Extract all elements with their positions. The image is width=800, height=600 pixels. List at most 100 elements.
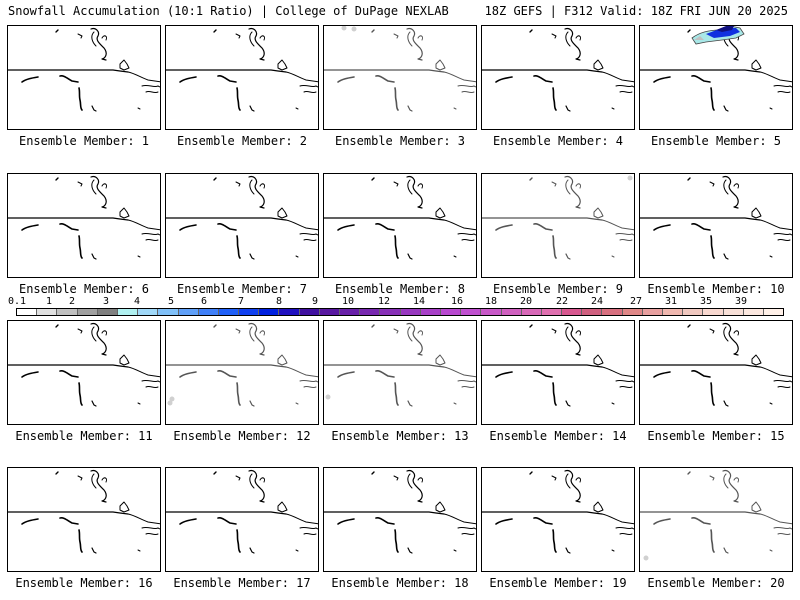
scale-label: 2 bbox=[68, 296, 76, 307]
scale-swatch bbox=[663, 309, 684, 315]
scale-label: 6 bbox=[200, 296, 208, 307]
member-map-12 bbox=[165, 320, 319, 425]
scale-swatch bbox=[340, 309, 361, 315]
member-label-9: Ensemble Member: 9 bbox=[492, 282, 624, 296]
member-map-16 bbox=[7, 467, 161, 572]
member-map-6 bbox=[7, 173, 161, 278]
scale-label: 39 bbox=[734, 296, 748, 307]
scale-label: 8 bbox=[275, 296, 283, 307]
scale-swatch bbox=[461, 309, 482, 315]
member-map-1 bbox=[7, 25, 161, 130]
member-map-18 bbox=[323, 467, 477, 572]
member-label-14: Ensemble Member: 14 bbox=[489, 429, 627, 443]
scale-swatch bbox=[521, 309, 542, 315]
scale-swatch bbox=[239, 309, 260, 315]
scale-swatch bbox=[642, 309, 663, 315]
scale-label: 18 bbox=[484, 296, 498, 307]
scale-label: 4 bbox=[133, 296, 141, 307]
scale-swatch bbox=[420, 309, 441, 315]
member-map-5 bbox=[639, 25, 793, 130]
scale-swatch bbox=[380, 309, 401, 315]
scale-swatch bbox=[259, 309, 280, 315]
member-label-17: Ensemble Member: 17 bbox=[173, 576, 311, 590]
scale-label: 10 bbox=[341, 296, 355, 307]
scale-bar bbox=[16, 308, 784, 316]
member-map-17 bbox=[165, 467, 319, 572]
member-label-6: Ensemble Member: 6 bbox=[18, 282, 150, 296]
member-map-20 bbox=[639, 467, 793, 572]
scale-swatch bbox=[541, 309, 563, 315]
scale-swatch bbox=[501, 309, 522, 315]
header-valid-time: 18Z GEFS | F312 Valid: 18Z FRI JUN 20 20… bbox=[484, 4, 788, 18]
member-map-4 bbox=[481, 25, 635, 130]
snowfall-color-scale: 0.1 1 2 3 4 5 6 7 8 9 10 12 14 16 18 20 22 24 27 31 35 39 bbox=[8, 296, 784, 317]
scale-swatch bbox=[683, 309, 704, 315]
scale-label: 0.1 bbox=[7, 296, 27, 307]
scale-label: 7 bbox=[237, 296, 245, 307]
member-label-16: Ensemble Member: 16 bbox=[15, 576, 153, 590]
member-label-4: Ensemble Member: 4 bbox=[492, 134, 624, 148]
scale-swatch bbox=[723, 309, 744, 315]
scale-swatch bbox=[743, 309, 764, 315]
member-label-3: Ensemble Member: 3 bbox=[334, 134, 466, 148]
scale-label: 1 bbox=[45, 296, 53, 307]
scale-swatch bbox=[97, 309, 118, 315]
scale-label: 35 bbox=[699, 296, 713, 307]
scale-swatch bbox=[17, 309, 38, 315]
scale-label: 16 bbox=[450, 296, 464, 307]
scale-swatch bbox=[622, 309, 643, 315]
scale-swatch bbox=[703, 309, 724, 315]
member-label-13: Ensemble Member: 13 bbox=[331, 429, 469, 443]
scale-swatch bbox=[440, 309, 462, 315]
scale-swatch bbox=[481, 309, 502, 315]
scale-label: 9 bbox=[311, 296, 319, 307]
member-map-11 bbox=[7, 320, 161, 425]
member-map-14 bbox=[481, 320, 635, 425]
scale-label: 12 bbox=[377, 296, 391, 307]
scale-label: 5 bbox=[167, 296, 175, 307]
scale-label: 3 bbox=[102, 296, 110, 307]
member-map-10 bbox=[639, 173, 793, 278]
member-map-3 bbox=[323, 25, 477, 130]
scale-swatch bbox=[218, 309, 240, 315]
member-label-18: Ensemble Member: 18 bbox=[331, 576, 469, 590]
member-label-10: Ensemble Member: 10 bbox=[647, 282, 785, 296]
scale-swatch bbox=[279, 309, 300, 315]
scale-swatch bbox=[602, 309, 623, 315]
member-label-2: Ensemble Member: 2 bbox=[176, 134, 308, 148]
scale-label: 31 bbox=[664, 296, 678, 307]
scale-swatch bbox=[178, 309, 199, 315]
scale-swatch bbox=[763, 309, 784, 315]
member-map-2 bbox=[165, 25, 319, 130]
scale-swatch bbox=[400, 309, 421, 315]
scale-swatch bbox=[57, 309, 78, 315]
scale-swatch bbox=[562, 309, 583, 315]
member-map-8 bbox=[323, 173, 477, 278]
member-label-7: Ensemble Member: 7 bbox=[176, 282, 308, 296]
scale-label: 22 bbox=[555, 296, 569, 307]
member-label-1: Ensemble Member: 1 bbox=[18, 134, 150, 148]
member-map-15 bbox=[639, 320, 793, 425]
scale-swatch bbox=[360, 309, 381, 315]
scale-swatch bbox=[582, 309, 603, 315]
member-label-5: Ensemble Member: 5 bbox=[650, 134, 782, 148]
scale-label: 20 bbox=[519, 296, 533, 307]
scale-swatch bbox=[198, 309, 219, 315]
scale-labels: 0.1 1 2 3 4 5 6 7 8 9 10 12 14 16 18 20 22 24 27 31 35 39 bbox=[8, 296, 784, 307]
scale-swatch bbox=[117, 309, 139, 315]
member-label-19: Ensemble Member: 19 bbox=[489, 576, 627, 590]
scale-swatch bbox=[37, 309, 58, 315]
header-title: Snowfall Accumulation (10:1 Ratio) | Col… bbox=[8, 4, 449, 18]
member-label-12: Ensemble Member: 12 bbox=[173, 429, 311, 443]
scale-swatch bbox=[158, 309, 179, 315]
scale-label: 27 bbox=[629, 296, 643, 307]
member-label-8: Ensemble Member: 8 bbox=[334, 282, 466, 296]
scale-label: 14 bbox=[412, 296, 426, 307]
scale-swatch bbox=[138, 309, 159, 315]
scale-swatch bbox=[77, 309, 98, 315]
member-map-13 bbox=[323, 320, 477, 425]
member-label-15: Ensemble Member: 15 bbox=[647, 429, 785, 443]
scale-swatch bbox=[299, 309, 320, 315]
scale-swatch bbox=[319, 309, 340, 315]
member-label-20: Ensemble Member: 20 bbox=[647, 576, 785, 590]
